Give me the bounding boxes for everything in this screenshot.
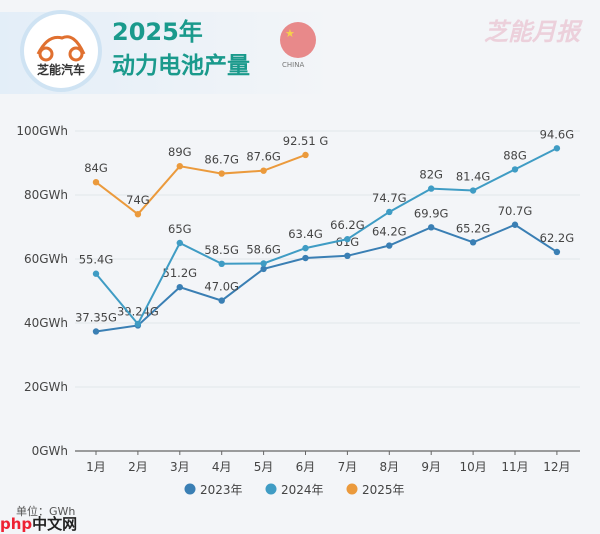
data-point	[134, 211, 142, 218]
data-label: 69.9G	[414, 206, 449, 220]
china-flag-icon: ★	[280, 22, 316, 58]
data-label: 63.4G	[288, 227, 323, 241]
data-label: 58.5G	[204, 243, 239, 257]
data-point	[302, 151, 309, 159]
data-label: 94.6G	[540, 127, 575, 141]
x-tick-label: 7月	[338, 460, 358, 474]
data-point	[428, 224, 435, 231]
brand-watermark: 芝能月报	[484, 18, 580, 46]
data-point	[386, 242, 393, 249]
legend-label: 2023年	[200, 483, 243, 497]
x-tick-label: 12月	[543, 460, 570, 474]
data-point	[176, 163, 183, 170]
x-tick-label: 1月	[86, 460, 106, 474]
data-point	[92, 270, 100, 277]
data-label: 62.2G	[540, 231, 575, 245]
y-tick-label: 100GWh	[16, 124, 68, 138]
data-point	[302, 244, 309, 252]
data-point	[302, 254, 309, 262]
data-label: 37.35G	[75, 310, 117, 324]
data-point	[134, 320, 142, 328]
data-label: 55.4G	[79, 253, 114, 267]
page-title: 动力电池产量	[112, 53, 250, 79]
data-point	[218, 170, 225, 177]
data-label: 74G	[126, 193, 150, 207]
data-point	[176, 283, 183, 291]
data-label: 58.6G	[246, 242, 281, 256]
x-tick-label: 6月	[296, 460, 316, 474]
data-label: 65.2G	[456, 221, 491, 235]
data-point	[92, 328, 100, 335]
x-tick-label: 2月	[128, 460, 148, 474]
x-tick-label: 4月	[212, 460, 232, 474]
data-point	[553, 248, 561, 256]
data-point	[92, 179, 100, 186]
data-point	[511, 221, 519, 228]
y-tick-label: 40GWh	[24, 316, 68, 330]
data-label: 70.7G	[498, 204, 533, 218]
data-label: 89G	[168, 145, 192, 159]
legend-marker	[184, 483, 196, 495]
data-label: 84G	[84, 161, 108, 175]
data-point	[469, 187, 477, 194]
data-point	[386, 208, 393, 216]
site-watermark: php中文网	[0, 515, 78, 533]
data-label: 51.2G	[163, 266, 198, 280]
legend-label: 2025年	[362, 483, 405, 497]
data-point	[553, 145, 561, 152]
flag-label: CHINA	[282, 61, 305, 69]
data-label: 74.7G	[372, 191, 407, 205]
x-tick-label: 3月	[170, 460, 190, 474]
unit-label: 单位：GWh	[16, 505, 76, 518]
x-tick-label: 9月	[421, 460, 441, 474]
series-line	[95, 223, 558, 333]
data-label: 86.7G	[204, 153, 239, 167]
data-label: 66.2G	[330, 218, 365, 232]
y-tick-label: 80GWh	[24, 188, 68, 202]
x-tick-label: 8月	[379, 460, 399, 474]
y-tick-label: 0GWh	[32, 444, 68, 458]
data-label: 82G	[419, 168, 443, 182]
data-label: 47.0G	[204, 280, 239, 294]
y-tick-label: 60GWh	[24, 252, 68, 266]
series-line	[95, 147, 558, 326]
car-logo-icon	[36, 35, 86, 62]
x-tick-label: 5月	[254, 460, 274, 474]
data-point	[260, 260, 267, 267]
data-point	[511, 166, 519, 173]
logo: 芝能汽车	[24, 14, 98, 88]
data-label: 81.4G	[456, 170, 491, 184]
legend-marker	[346, 483, 358, 495]
data-label: 88G	[503, 148, 527, 162]
series-line	[95, 154, 306, 216]
y-tick-label: 20GWh	[24, 380, 68, 394]
data-point	[344, 235, 351, 243]
logo-text: 芝能汽车	[36, 63, 85, 77]
x-tick-label: 11月	[501, 460, 528, 474]
data-label: 92.51 G	[283, 134, 329, 148]
data-point	[218, 260, 225, 267]
svg-text:★: ★	[285, 27, 295, 40]
data-label: 65G	[168, 222, 192, 236]
data-point	[176, 239, 183, 247]
data-point	[260, 265, 267, 273]
data-point	[469, 239, 477, 246]
title-year: 2025年	[112, 18, 203, 46]
data-point	[428, 185, 435, 192]
data-label: 39.24G	[117, 304, 159, 318]
data-label: 64.2G	[372, 225, 407, 239]
legend-label: 2024年	[281, 483, 324, 497]
legend-marker	[265, 483, 277, 495]
data-label: 87.6G	[246, 150, 281, 164]
data-point	[218, 297, 225, 304]
x-tick-label: 10月	[459, 460, 486, 474]
data-point	[260, 167, 267, 174]
data-point	[344, 252, 351, 259]
